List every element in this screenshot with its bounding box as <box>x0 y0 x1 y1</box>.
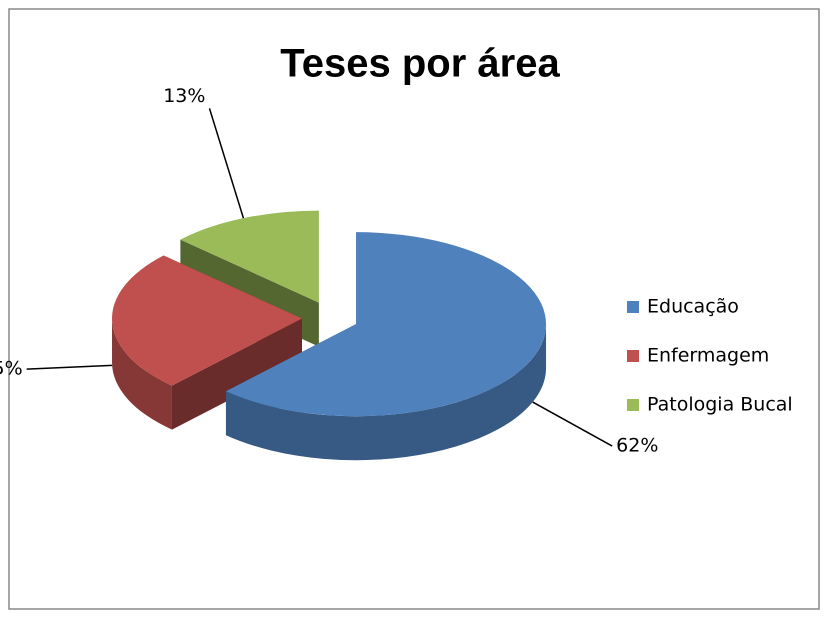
legend-swatch <box>627 350 639 362</box>
legend-label: Patologia Bucal <box>647 394 793 416</box>
data-label: 25% <box>0 358 23 380</box>
slice-wall <box>112 318 172 430</box>
leader-line <box>26 364 113 370</box>
slice-top <box>180 210 319 303</box>
slice-top <box>225 232 547 417</box>
slice-top <box>112 255 303 386</box>
data-label: 13% <box>163 85 205 107</box>
slice-wall <box>225 324 547 461</box>
legend-label: Educação <box>647 296 739 318</box>
legend-swatch <box>627 301 639 313</box>
legend-label: Enfermagem <box>647 345 769 367</box>
pie-slice <box>225 232 547 461</box>
leader-line <box>532 401 613 447</box>
legend-swatch <box>627 399 639 411</box>
pie-slice <box>112 255 303 430</box>
data-label: 62% <box>616 435 658 457</box>
chart-title: Teses por área <box>280 42 560 86</box>
leader-line <box>208 108 245 219</box>
